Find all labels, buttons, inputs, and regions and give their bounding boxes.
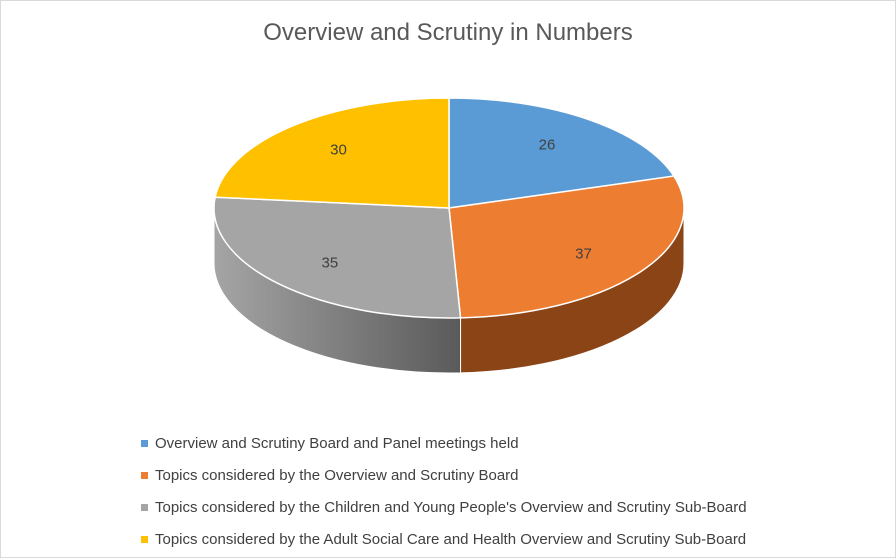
legend-swatch [141,439,148,447]
legend-item: Overview and Scrutiny Board and Panel me… [141,427,747,459]
legend-swatch [141,471,148,479]
legend-swatch [141,535,148,543]
pie-slice-2 [213,196,462,319]
data-label-1: 37 [575,246,592,263]
data-label-2: 35 [322,255,339,272]
data-label-0: 26 [539,136,556,153]
legend-label: Overview and Scrutiny Board and Panel me… [155,434,519,452]
pie-slice-3 [214,97,450,209]
data-label-3: 30 [330,141,347,158]
chart-title: Overview and Scrutiny in Numbers [263,19,633,46]
legend-item: Topics considered by the Overview and Sc… [141,459,747,491]
legend-item: Topics considered by the Adult Social Ca… [141,523,747,555]
legend-label: Topics considered by the Children and Yo… [155,498,747,516]
pie-slice-1 [448,175,685,319]
pie-chart: 26 37 35 30 [213,97,685,374]
legend-item: Topics considered by the Children and Yo… [141,491,747,523]
pie-slice-0 [448,97,676,209]
legend-swatch [141,503,148,511]
legend-label: Topics considered by the Adult Social Ca… [155,530,747,548]
legend-label: Topics considered by the Overview and Sc… [155,466,519,484]
legend: Overview and Scrutiny Board and Panel me… [141,427,747,555]
